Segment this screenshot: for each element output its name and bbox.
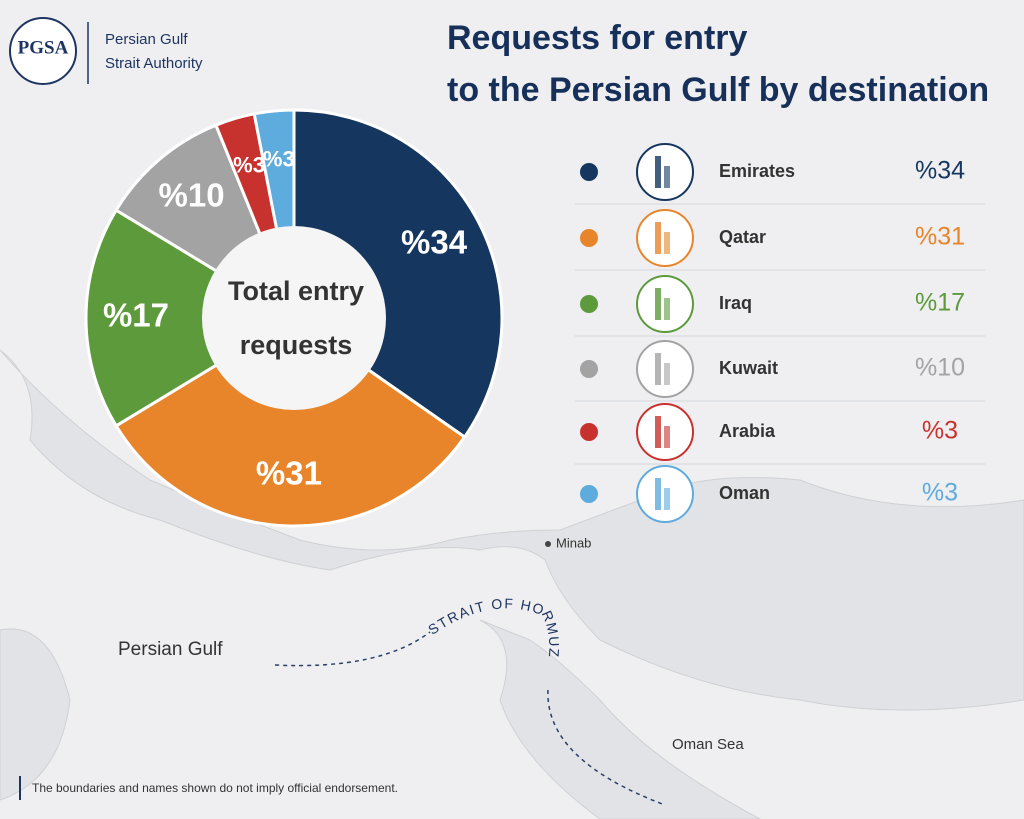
center-label: requests <box>240 330 353 360</box>
slice <box>114 316 467 528</box>
city-label: Minab <box>556 535 591 550</box>
chart-title: to the Persian Gulf by destination <box>447 71 989 109</box>
slice-label: %34 <box>401 224 468 261</box>
slice-label: %3 <box>263 147 295 172</box>
org-name: Persian Gulf <box>105 31 188 48</box>
legend-icon <box>664 363 670 385</box>
legend-marker <box>580 485 598 503</box>
legend-icon <box>664 298 670 320</box>
legend-icon <box>664 488 670 510</box>
legend-value: %34 <box>915 157 965 185</box>
map <box>0 349 1024 819</box>
legend-marker <box>580 423 598 441</box>
legend-icon <box>664 426 670 448</box>
legend-label: Qatar <box>719 227 766 247</box>
legend-label: Oman <box>719 483 770 503</box>
legend-label: Emirates <box>719 161 795 181</box>
sea-label: Persian Gulf <box>118 639 223 660</box>
center-label: Total entry <box>228 276 364 306</box>
land <box>0 628 71 801</box>
slice-label: %3 <box>233 152 265 177</box>
legend-value: %17 <box>915 289 965 317</box>
legend-icon <box>655 222 661 254</box>
legend-value: %3 <box>922 417 958 445</box>
legend-icon <box>655 353 661 385</box>
sea-label: Oman Sea <box>672 736 744 753</box>
legend-marker <box>580 360 598 378</box>
legend-value: %31 <box>915 223 965 251</box>
donut-hole <box>202 226 386 410</box>
slice <box>84 208 297 428</box>
legend-icon <box>664 166 670 188</box>
legend-icon <box>655 156 661 188</box>
legend: Emirates %34 Qatar %31 Iraq %17 Kuwait %10 Arabi… <box>575 143 985 523</box>
route <box>274 631 431 667</box>
legend-icon <box>655 416 661 448</box>
slice-label: %17 <box>103 297 169 334</box>
legend-label: Kuwait <box>719 358 778 378</box>
slice-label: %10 <box>159 176 225 213</box>
legend-icon <box>655 288 661 320</box>
legend-label: Iraq <box>719 293 752 313</box>
logo <box>9 17 77 85</box>
land <box>0 349 1024 711</box>
legend-value: %10 <box>915 354 965 382</box>
logo-text: PGSA <box>18 37 69 58</box>
route <box>547 689 666 806</box>
legend-icon <box>655 478 661 510</box>
slice-label: %31 <box>256 455 322 492</box>
chart-title: Requests for entry <box>447 19 747 57</box>
legend-marker <box>580 163 598 181</box>
legend-label: Arabia <box>719 421 776 441</box>
legend-value: %3 <box>922 479 958 507</box>
org-name: Strait Authority <box>105 55 203 72</box>
city-dot <box>545 541 551 547</box>
disclaimer: The boundaries and names shown do not im… <box>32 781 398 795</box>
slice <box>292 108 504 440</box>
legend-marker <box>580 295 598 313</box>
legend-marker <box>580 229 598 247</box>
legend-icon <box>664 232 670 254</box>
